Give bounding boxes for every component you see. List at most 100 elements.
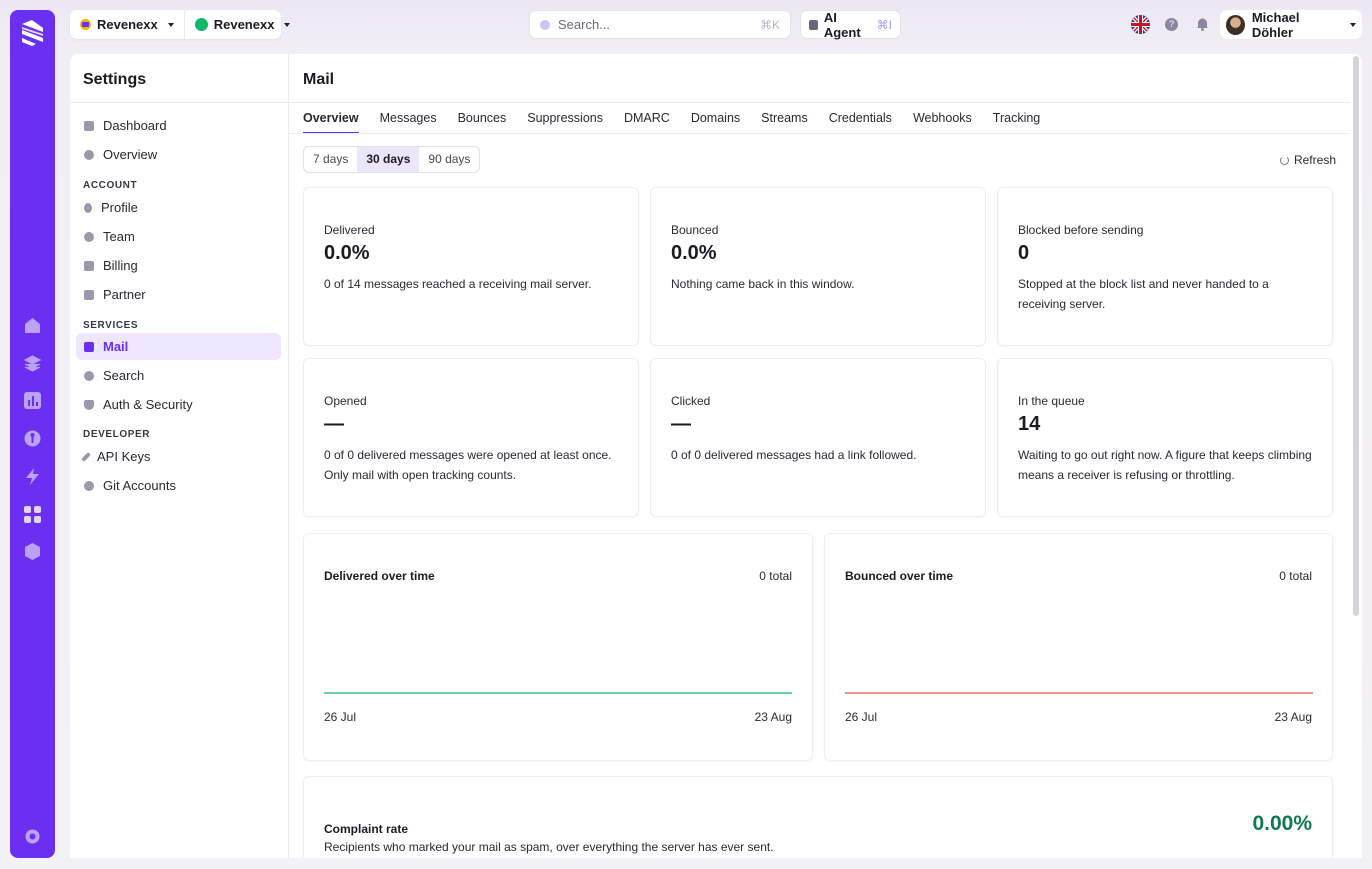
chevron-down-icon [167, 22, 174, 27]
overview-icon [84, 149, 94, 160]
sidebar-item-label: Mail [103, 339, 129, 354]
dashboard-icon [84, 120, 94, 131]
help-icon[interactable]: ? [1165, 18, 1178, 31]
tab-streams[interactable]: Streams [761, 111, 808, 125]
stat-card-clicked: Clicked — 0 of 0 delivered messages had … [650, 358, 986, 517]
robot-icon [809, 19, 818, 30]
settings-gear-icon[interactable] [23, 827, 42, 846]
store-icon [84, 289, 94, 300]
cube-icon[interactable] [23, 542, 42, 561]
tab-overview[interactable]: Overview [303, 111, 359, 134]
sidebar-item-search[interactable]: Search [76, 362, 281, 389]
tab-messages[interactable]: Messages [379, 111, 437, 125]
mail-content: Mail Overview Messages Bounces Suppressi… [289, 54, 1362, 858]
main-panel: Settings Dashboard Overview ACCOUNT Prof… [70, 54, 1362, 858]
org-selector[interactable]: Revenexx [70, 10, 184, 39]
complaint-label: Complaint rate [324, 822, 409, 836]
sidebar-item-auth-security[interactable]: Auth & Security [76, 391, 281, 418]
tab-domains[interactable]: Domains [690, 111, 741, 125]
tab-credentials[interactable]: Credentials [828, 111, 892, 125]
range-30-days[interactable]: 30 days [357, 147, 420, 172]
project-selector[interactable]: Revenexx [183, 10, 301, 39]
chart-title: Delivered over time [324, 569, 435, 583]
x-tick-label: 23 Aug [1274, 710, 1312, 724]
user-menu[interactable]: Michael Döhler [1220, 9, 1362, 40]
chevron-down-icon [1350, 22, 1356, 27]
sidebar-item-dashboard[interactable]: Dashboard [76, 112, 281, 139]
key-icon [81, 451, 91, 462]
bell-icon[interactable] [1196, 17, 1209, 31]
stat-label: Bounced [671, 223, 719, 237]
stat-label: Delivered [324, 223, 375, 237]
stat-value: 0.0% [324, 242, 370, 264]
tab-dmarc[interactable]: DMARC [623, 111, 670, 125]
bolt-icon[interactable] [23, 467, 42, 486]
ai-agent-shortcut: ⌘I [876, 17, 892, 32]
stat-label: Blocked before sending [1018, 223, 1144, 237]
user-name: Michael Döhler [1251, 9, 1300, 40]
app-logo-icon[interactable] [18, 18, 47, 48]
search-placeholder: Search... [558, 17, 611, 32]
section-header-services: SERVICES [83, 320, 139, 331]
range-selector: 7 days 30 days 90 days [303, 146, 481, 173]
scrollbar[interactable] [1353, 56, 1359, 616]
settings-sidebar: Settings Dashboard Overview ACCOUNT Prof… [70, 54, 289, 858]
page-title: Mail [303, 71, 335, 88]
home-icon[interactable] [23, 316, 42, 335]
sidebar-item-api-keys[interactable]: API Keys [76, 443, 281, 470]
location-icon[interactable] [23, 429, 42, 448]
stat-description: 0 of 14 messages reached a receiving mai… [324, 277, 592, 291]
stat-label: In the queue [1018, 394, 1085, 408]
chevron-down-icon [284, 22, 291, 27]
stat-value: — [324, 413, 344, 435]
complaint-value: 0.00% [1252, 812, 1312, 835]
sidebar-item-label: Billing [103, 258, 138, 273]
refresh-button[interactable]: Refresh [1279, 153, 1336, 167]
sidebar-item-team[interactable]: Team [76, 223, 281, 250]
sidebar-item-label: Dashboard [103, 118, 167, 133]
org-name: Revenexx [97, 17, 158, 32]
stat-card-delivered: Delivered 0.0% 0 of 14 messages reached … [303, 187, 639, 346]
layers-icon[interactable] [23, 354, 42, 373]
sidebar-item-label: Git Accounts [103, 478, 176, 493]
sidebar-item-profile[interactable]: Profile [76, 194, 281, 221]
workspace-switcher: Revenexx Revenexx [70, 10, 291, 39]
search-input[interactable]: Search... ⌘K [529, 10, 791, 39]
stat-value: 14 [1018, 413, 1041, 435]
tab-suppressions[interactable]: Suppressions [527, 111, 603, 125]
tab-bounces[interactable]: Bounces [457, 111, 507, 125]
sidebar-item-label: Overview [103, 147, 158, 162]
avatar [1226, 14, 1245, 35]
mail-icon [84, 341, 94, 352]
complaint-rate-card: Complaint rate Recipients who marked you… [303, 776, 1333, 858]
stat-card-queue: In the queue 14 Waiting to go out right … [997, 358, 1333, 517]
sidebar-item-label: Profile [101, 200, 138, 215]
sidebar-item-partner[interactable]: Partner [76, 281, 281, 308]
sidebar-title: Settings [83, 71, 147, 88]
x-tick-label: 26 Jul [324, 710, 357, 724]
uk-flag-icon[interactable] [1131, 15, 1150, 34]
stat-card-bounced: Bounced 0.0% Nothing came back in this w… [650, 187, 986, 346]
project-name: Revenexx [213, 17, 275, 32]
ai-agent-button[interactable]: AI Agent ⌘I [800, 9, 901, 40]
apps-icon[interactable] [23, 505, 42, 524]
sidebar-item-billing[interactable]: Billing [76, 252, 281, 279]
range-7-days[interactable]: 7 days [313, 152, 349, 166]
stat-description: Waiting to go out right now. A figure th… [1018, 448, 1312, 482]
x-tick-label: 26 Jul [845, 710, 878, 724]
stat-label: Opened [324, 394, 367, 408]
stat-description: Stopped at the block list and never hand… [1018, 277, 1269, 311]
analytics-icon[interactable] [23, 391, 42, 410]
sidebar-item-overview[interactable]: Overview [76, 141, 281, 168]
chart-title: Bounced over time [845, 569, 954, 583]
range-90-days[interactable]: 90 days [428, 152, 471, 166]
stat-value: 0 [1018, 242, 1030, 264]
tab-bar: Overview Messages Bounces Suppressions D… [303, 111, 1040, 134]
sidebar-item-git-accounts[interactable]: Git Accounts [76, 472, 281, 499]
tab-tracking[interactable]: Tracking [992, 111, 1041, 125]
tab-webhooks[interactable]: Webhooks [912, 111, 972, 125]
chart-total: 0 total [1279, 569, 1312, 583]
stat-description: 0 of 0 delivered messages were opened at… [324, 448, 612, 482]
ai-agent-label: AI Agent [823, 9, 861, 40]
sidebar-item-mail[interactable]: Mail [76, 333, 281, 360]
